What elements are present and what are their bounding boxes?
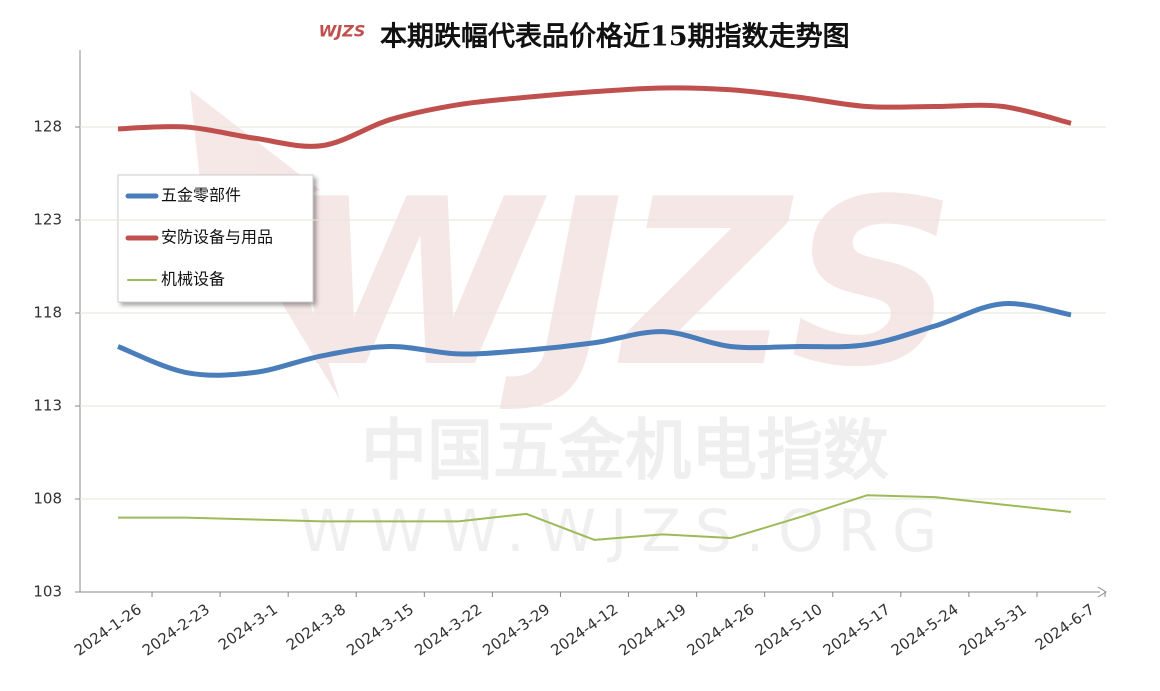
y-tick-label: 123	[33, 211, 62, 229]
watermark-text: 中国五金机电指数	[361, 412, 889, 489]
x-tick-label: 2024-4-19	[616, 600, 690, 659]
x-tick-label: 2024-3-15	[343, 600, 417, 659]
axis-arrow	[1097, 586, 1107, 598]
x-tick-label: 2024-3-8	[283, 600, 349, 654]
y-tick-label: 118	[33, 304, 62, 322]
x-tick-label: 2024-4-12	[547, 600, 621, 659]
x-tick-label: 2024-4-26	[684, 600, 758, 659]
y-tick-label: 128	[33, 118, 62, 136]
x-tick-label: 2024-3-29	[479, 600, 553, 659]
x-tick-label: 2024-2-23	[139, 600, 213, 659]
series-line	[117, 301, 1072, 378]
x-tick-label: 2024-3-1	[215, 600, 281, 654]
chart-title: 本期跌幅代表品价格近15期指数走势图	[380, 22, 850, 53]
legend-label: 五金零部件	[161, 186, 241, 205]
y-tick-label: 113	[33, 397, 62, 415]
legend-label: 安防设备与用品	[161, 228, 273, 247]
y-tick-label: 108	[33, 490, 62, 508]
x-tick-label: 2024-5-31	[956, 600, 1030, 659]
x-tick-label: 2024-5-24	[888, 600, 962, 659]
watermark-logo: WJZS	[284, 151, 956, 418]
x-tick-label: 2024-5-10	[752, 600, 826, 659]
x-tick-label: 2024-1-26	[71, 600, 145, 659]
y-tick-label: 103	[33, 583, 62, 601]
x-tick-label: 2024-5-17	[820, 600, 894, 659]
x-tick-label: 2024-3-22	[411, 600, 485, 659]
x-tick-label: 2024-6-7	[1032, 600, 1098, 654]
logo: WJZS	[319, 22, 366, 41]
watermark: WJZS 中国五金机电指数 WWW.WJZS.ORG	[190, 90, 956, 565]
series-line	[117, 85, 1072, 149]
watermark-url: WWW.WJZS.ORG	[299, 497, 951, 565]
legend-label: 机械设备	[161, 270, 225, 289]
series-line	[118, 494, 1072, 541]
